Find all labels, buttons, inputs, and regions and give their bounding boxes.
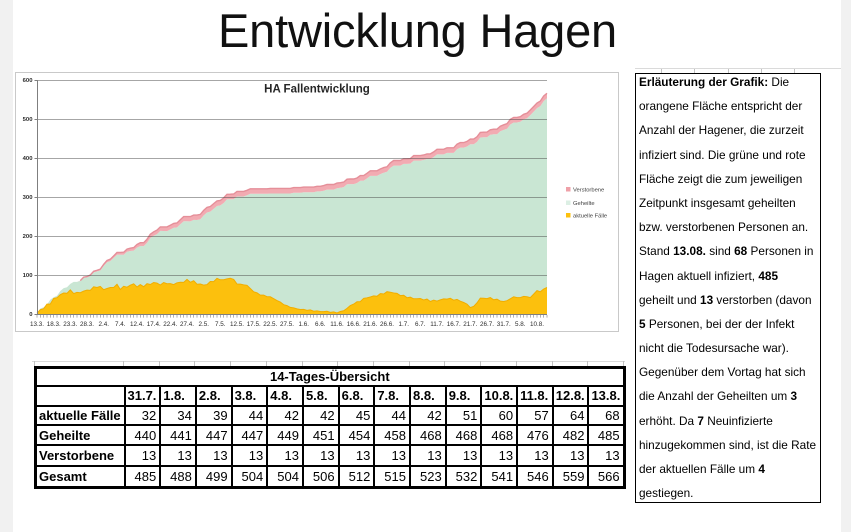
svg-text:18.3.: 18.3. (47, 321, 61, 328)
svg-text:100: 100 (23, 273, 34, 279)
svg-text:16.7.: 16.7. (447, 321, 461, 328)
svg-text:26.7.: 26.7. (480, 321, 494, 328)
svg-text:2.4.: 2.4. (98, 321, 109, 328)
svg-text:17.5.: 17.5. (247, 321, 261, 328)
svg-text:HA Fallentwicklung: HA Fallentwicklung (264, 83, 370, 95)
svg-text:600: 600 (23, 78, 34, 84)
svg-text:27.5.: 27.5. (280, 321, 294, 328)
svg-text:21.7.: 21.7. (463, 321, 477, 328)
svg-text:21.6.: 21.6. (363, 321, 377, 328)
svg-text:22.4.: 22.4. (163, 321, 177, 328)
svg-text:13.3.: 13.3. (30, 321, 44, 328)
svg-text:400: 400 (23, 156, 34, 162)
svg-text:17.4.: 17.4. (147, 321, 161, 328)
svg-text:7.4.: 7.4. (115, 321, 126, 328)
svg-text:10.8.: 10.8. (530, 321, 544, 328)
svg-text:6.7.: 6.7. (415, 321, 426, 328)
svg-text:11.6.: 11.6. (330, 321, 344, 328)
svg-text:12.5.: 12.5. (230, 321, 244, 328)
svg-text:5.8.: 5.8. (515, 321, 526, 328)
svg-text:28.3.: 28.3. (80, 321, 94, 328)
svg-text:7.5.: 7.5. (215, 321, 226, 328)
svg-text:2.5.: 2.5. (198, 321, 209, 328)
svg-text:12.4.: 12.4. (130, 321, 144, 328)
svg-text:0: 0 (29, 312, 33, 318)
svg-text:1.7.: 1.7. (398, 321, 409, 328)
svg-text:aktuelle Fälle: aktuelle Fälle (573, 214, 607, 220)
svg-text:11.7.: 11.7. (430, 321, 444, 328)
svg-text:300: 300 (23, 195, 34, 201)
svg-text:22.5.: 22.5. (263, 321, 277, 328)
svg-text:26.6.: 26.6. (380, 321, 394, 328)
svg-text:1.6.: 1.6. (298, 321, 309, 328)
svg-text:Geheilte: Geheilte (573, 201, 595, 207)
svg-text:31.7.: 31.7. (497, 321, 511, 328)
svg-text:23.3.: 23.3. (63, 321, 77, 328)
svg-text:200: 200 (23, 234, 34, 240)
svg-text:16.6.: 16.6. (347, 321, 361, 328)
svg-text:6.6.: 6.6. (315, 321, 326, 328)
svg-text:Verstorbene: Verstorbene (573, 188, 604, 194)
svg-text:500: 500 (23, 117, 34, 123)
svg-text:27.4.: 27.4. (180, 321, 194, 328)
